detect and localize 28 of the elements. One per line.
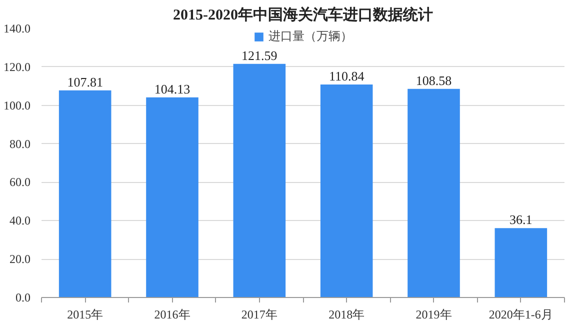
x-tick-label: 2015年 — [67, 308, 104, 322]
bar — [233, 64, 286, 298]
x-tick-label: 2016年 — [154, 308, 190, 322]
y-tick-label: 40.0 — [10, 214, 30, 228]
y-tick-label: 20.0 — [10, 252, 30, 266]
y-tick-label: 140.0 — [4, 22, 30, 36]
bar — [494, 228, 548, 298]
bar — [146, 97, 198, 298]
x-tick-label: 2019年 — [416, 308, 452, 322]
bar — [58, 90, 112, 298]
bar — [408, 88, 460, 298]
y-tick-label: 120.0 — [4, 60, 30, 74]
data-label: 110.84 — [328, 68, 365, 84]
data-label: 104.13 — [154, 81, 190, 96]
x-tick-label: 2020年1-6月 — [488, 308, 553, 322]
y-tick-label: 80.0 — [10, 136, 30, 151]
data-label: 121.59 — [242, 48, 278, 63]
x-tick-label: 2018年 — [328, 308, 365, 322]
bar — [320, 84, 373, 298]
data-label: 36.1 — [510, 212, 532, 228]
y-tick-label: 60.0 — [10, 175, 30, 190]
data-label: 107.81 — [67, 74, 103, 90]
y-tick-label: 0.0 — [16, 290, 30, 304]
chart-title: 2015-2020年中国海关汽车进口数据统计 — [173, 6, 433, 24]
y-tick-label: 100.0 — [4, 98, 30, 112]
legend-label: 进口量（万辆） — [268, 28, 352, 45]
x-tick-label: 2017年 — [241, 308, 278, 322]
data-label: 108.58 — [416, 72, 452, 88]
